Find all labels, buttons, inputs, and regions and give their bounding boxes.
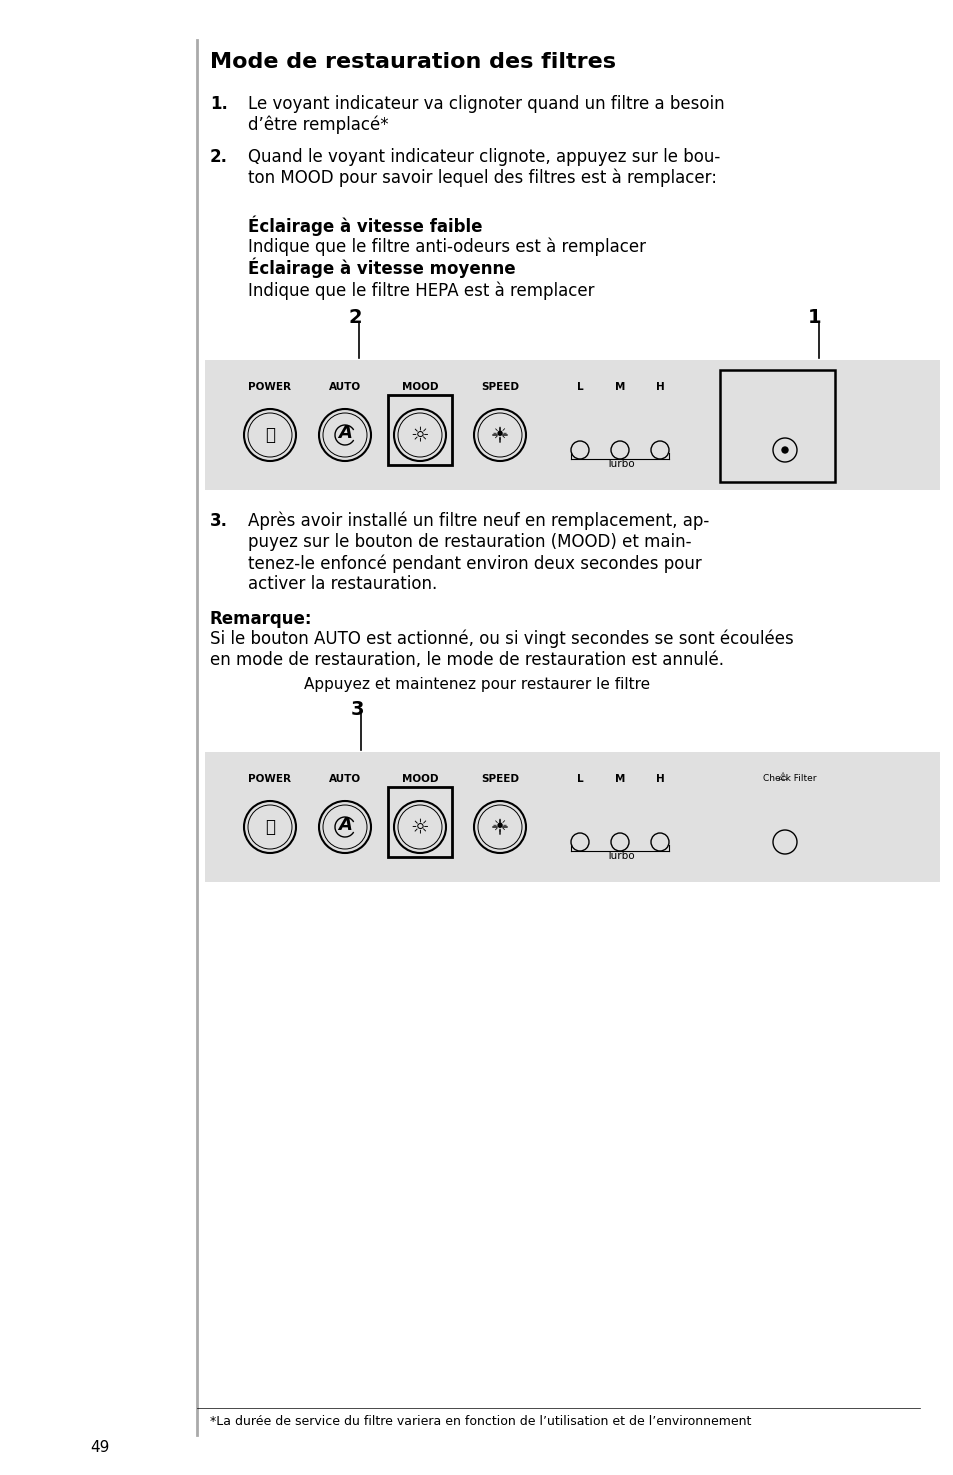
Text: Turbo: Turbo bbox=[605, 851, 634, 861]
Text: ⏻: ⏻ bbox=[265, 819, 274, 836]
Bar bbox=[205, 360, 939, 490]
Text: Appuyez et maintenez pour restaurer le filtre: Appuyez et maintenez pour restaurer le f… bbox=[304, 677, 649, 692]
Text: L: L bbox=[576, 382, 582, 392]
Text: MOOD: MOOD bbox=[401, 382, 437, 392]
Text: POWER: POWER bbox=[248, 382, 292, 392]
Text: H: H bbox=[655, 382, 663, 392]
Text: Indique que le filtre anti-odeurs est à remplacer: Indique que le filtre anti-odeurs est à … bbox=[248, 237, 645, 257]
Circle shape bbox=[781, 447, 787, 453]
Text: ⚠: ⚠ bbox=[776, 381, 786, 389]
Text: Après avoir installé un filtre neuf en remplacement, ap-
puyez sur le bouton de : Après avoir installé un filtre neuf en r… bbox=[248, 512, 708, 593]
Text: Indique que le filtre HEPA est à remplacer: Indique que le filtre HEPA est à remplac… bbox=[248, 282, 594, 299]
Text: ☀: ☀ bbox=[492, 426, 508, 444]
Bar bbox=[388, 395, 452, 465]
Text: Turbo: Turbo bbox=[605, 459, 634, 469]
Text: ⚠: ⚠ bbox=[776, 771, 786, 782]
Text: 2: 2 bbox=[348, 308, 361, 327]
Text: M: M bbox=[614, 774, 624, 785]
Text: 1.: 1. bbox=[210, 94, 228, 114]
Text: SPEED: SPEED bbox=[480, 382, 518, 392]
Text: POWER: POWER bbox=[248, 774, 292, 785]
Text: H: H bbox=[655, 774, 663, 785]
Text: Check Filter: Check Filter bbox=[762, 382, 816, 391]
Text: ☼: ☼ bbox=[410, 817, 429, 836]
Text: AUTO: AUTO bbox=[329, 382, 360, 392]
Text: A: A bbox=[337, 423, 352, 442]
Text: ☼: ☼ bbox=[410, 425, 429, 445]
Bar bbox=[205, 752, 939, 882]
Bar bbox=[720, 370, 834, 482]
Text: M: M bbox=[614, 382, 624, 392]
Text: 49: 49 bbox=[90, 1440, 110, 1454]
Text: A: A bbox=[337, 816, 352, 833]
Text: ⏻: ⏻ bbox=[265, 426, 274, 444]
Text: 2.: 2. bbox=[210, 148, 228, 167]
Text: Éclairage à vitesse faible: Éclairage à vitesse faible bbox=[248, 215, 482, 236]
Text: Éclairage à vitesse moyenne: Éclairage à vitesse moyenne bbox=[248, 258, 515, 279]
Text: Le voyant indicateur va clignoter quand un filtre a besoin
d’être remplacé*: Le voyant indicateur va clignoter quand … bbox=[248, 94, 724, 134]
Text: Remarque:: Remarque: bbox=[210, 611, 313, 628]
Text: SPEED: SPEED bbox=[480, 774, 518, 785]
Text: Quand le voyant indicateur clignote, appuyez sur le bou-
ton MOOD pour savoir le: Quand le voyant indicateur clignote, app… bbox=[248, 148, 720, 187]
Text: L: L bbox=[576, 774, 582, 785]
Text: AUTO: AUTO bbox=[329, 774, 360, 785]
Text: 1: 1 bbox=[807, 308, 821, 327]
Text: Check Filter: Check Filter bbox=[762, 774, 816, 783]
Text: *La durée de service du filtre variera en fonction de l’utilisation et de l’envi: *La durée de service du filtre variera e… bbox=[210, 1415, 751, 1428]
Bar bbox=[388, 788, 452, 857]
Text: Si le bouton AUTO est actionné, ou si vingt secondes se sont écoulées
en mode de: Si le bouton AUTO est actionné, ou si vi… bbox=[210, 630, 793, 670]
Text: 3: 3 bbox=[350, 701, 363, 718]
Text: 3.: 3. bbox=[210, 512, 228, 530]
Text: MOOD: MOOD bbox=[401, 774, 437, 785]
Text: ☀: ☀ bbox=[492, 819, 508, 836]
Text: Mode de restauration des filtres: Mode de restauration des filtres bbox=[210, 52, 616, 72]
